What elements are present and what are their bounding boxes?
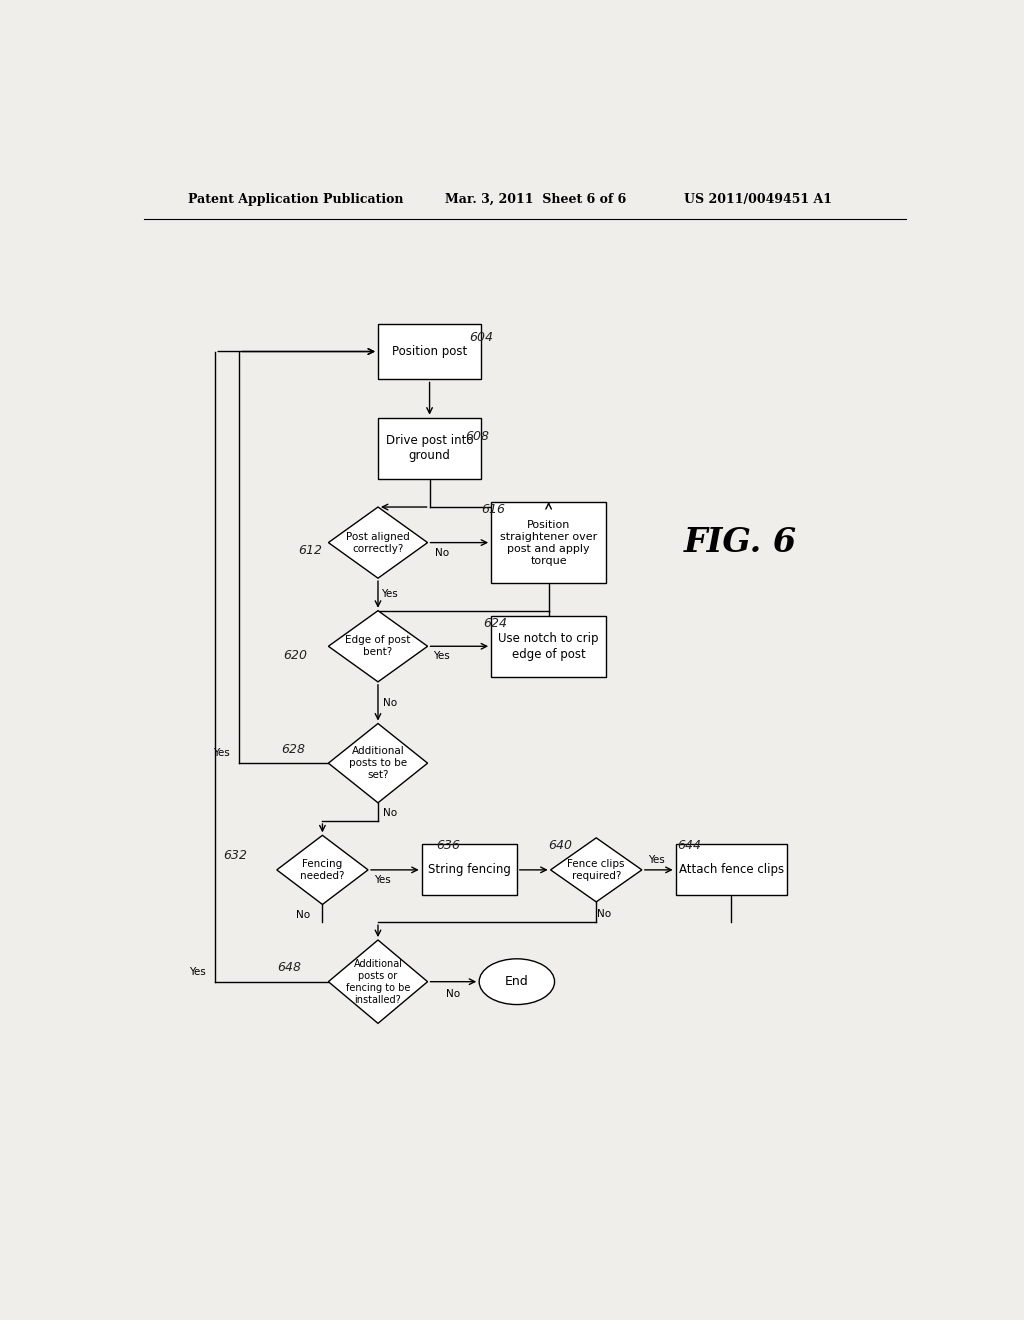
Text: Post aligned
correctly?: Post aligned correctly? [346, 532, 410, 553]
Ellipse shape [479, 958, 555, 1005]
Polygon shape [329, 507, 428, 578]
FancyBboxPatch shape [378, 323, 481, 379]
Text: Yes: Yes [433, 652, 451, 661]
Text: String fencing: String fencing [428, 863, 511, 876]
Text: 624: 624 [483, 616, 508, 630]
Text: No: No [383, 808, 397, 818]
Text: No: No [296, 909, 310, 920]
Text: US 2011/0049451 A1: US 2011/0049451 A1 [684, 193, 831, 206]
Text: Fence clips
required?: Fence clips required? [567, 859, 625, 880]
Text: Position
straightener over
post and apply
torque: Position straightener over post and appl… [500, 520, 597, 565]
Text: 616: 616 [481, 503, 505, 516]
Text: 612: 612 [299, 544, 323, 557]
FancyBboxPatch shape [492, 502, 606, 583]
FancyBboxPatch shape [492, 615, 606, 677]
Text: Additional
posts to be
set?: Additional posts to be set? [349, 746, 408, 780]
Text: 604: 604 [469, 331, 494, 345]
Text: 608: 608 [465, 430, 489, 444]
Text: Yes: Yes [374, 875, 391, 884]
Text: 640: 640 [549, 838, 572, 851]
Polygon shape [276, 836, 368, 904]
Text: 648: 648 [278, 961, 301, 974]
Text: Edge of post
bent?: Edge of post bent? [345, 635, 411, 657]
Text: Mar. 3, 2011  Sheet 6 of 6: Mar. 3, 2011 Sheet 6 of 6 [445, 193, 627, 206]
Text: Attach fence clips: Attach fence clips [679, 863, 783, 876]
Text: 644: 644 [677, 838, 701, 851]
Text: Additional
posts or
fencing to be
installed?: Additional posts or fencing to be instal… [346, 958, 411, 1005]
Text: Position post: Position post [392, 345, 467, 358]
Text: 620: 620 [283, 648, 307, 661]
Text: Fencing
needed?: Fencing needed? [300, 859, 345, 880]
Polygon shape [329, 723, 428, 803]
Text: No: No [446, 989, 461, 999]
Text: 628: 628 [282, 743, 305, 756]
Text: Drive post into
ground: Drive post into ground [386, 434, 473, 462]
Text: No: No [597, 909, 611, 919]
Text: Patent Application Publication: Patent Application Publication [187, 193, 403, 206]
FancyBboxPatch shape [676, 845, 786, 895]
Text: End: End [505, 975, 528, 989]
FancyBboxPatch shape [378, 417, 481, 479]
Text: Yes: Yes [648, 855, 665, 865]
Polygon shape [329, 940, 428, 1023]
Text: Yes: Yes [189, 966, 206, 977]
Text: FIG. 6: FIG. 6 [684, 527, 797, 560]
Text: Yes: Yes [382, 590, 398, 599]
Polygon shape [329, 611, 428, 682]
Text: No: No [435, 548, 449, 558]
Text: 632: 632 [223, 849, 247, 862]
Text: No: No [383, 698, 397, 708]
Text: 636: 636 [436, 838, 460, 851]
FancyBboxPatch shape [422, 845, 517, 895]
Polygon shape [551, 838, 642, 902]
Text: Use notch to crip
edge of post: Use notch to crip edge of post [499, 632, 599, 660]
Text: Yes: Yes [213, 748, 229, 758]
